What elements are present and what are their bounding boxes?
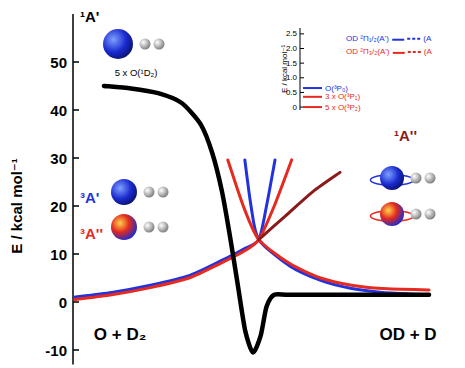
atom-icon	[370, 202, 435, 226]
y-tick-label: 10	[50, 246, 67, 263]
level	[303, 96, 322, 98]
y-tick-label: 50	[50, 54, 67, 71]
level-label: O(³P₀)	[325, 84, 348, 93]
d-atom	[144, 222, 155, 233]
atom-icon	[103, 29, 165, 59]
d-atom	[158, 187, 169, 198]
atom	[103, 29, 133, 59]
y-tick-label: -10	[45, 342, 67, 359]
d-atom	[140, 39, 151, 50]
inset-y-tick	[300, 48, 304, 49]
y-tick-label: 20	[50, 198, 67, 215]
series-label: ¹A'	[80, 8, 99, 25]
d-atom	[425, 209, 436, 220]
level-label: 5 x O(³P₂)	[325, 103, 361, 112]
y-tick	[73, 109, 79, 111]
d-atom	[425, 173, 436, 184]
inset-y-tick	[300, 33, 304, 34]
level	[303, 87, 322, 89]
atom	[380, 166, 404, 190]
chart: -10 0 10 20 30 40 50 E / kcal mol⁻¹ ¹A' ³A' ³A'' ¹A…	[0, 0, 465, 368]
level-symmetry: (A	[423, 34, 432, 43]
inset-background	[278, 22, 463, 116]
series-label: ¹A''	[394, 127, 417, 144]
level	[393, 52, 405, 54]
y-tick	[73, 253, 79, 255]
level-label: OD ²Π₃/₂(A')	[346, 47, 390, 56]
level-label: OD ²Π₁/₂(A')	[346, 34, 389, 43]
level	[408, 51, 421, 53]
d-atom	[144, 187, 155, 198]
series-label: ³A'	[80, 189, 99, 206]
level	[392, 39, 404, 41]
atom	[111, 214, 137, 240]
atom	[380, 202, 404, 226]
y-tick	[73, 349, 79, 351]
atom	[111, 179, 137, 205]
atom-icon	[111, 214, 169, 240]
y-axis	[72, 14, 74, 364]
series-label: ³A''	[80, 225, 103, 242]
plot-area	[73, 86, 429, 352]
atom-icon	[111, 179, 169, 205]
inset-y-tick-label: 0	[293, 103, 298, 112]
inset-y-tick	[300, 63, 304, 64]
curve	[259, 172, 340, 239]
inset-y-tick-label: 2.5	[286, 29, 298, 38]
y-tick	[73, 205, 79, 207]
d-atom	[154, 39, 165, 50]
curve	[104, 86, 429, 352]
curve	[75, 160, 429, 300]
level	[407, 38, 420, 40]
y-tick-label: 0	[59, 294, 67, 311]
y-tick	[73, 301, 79, 303]
d-atom	[411, 173, 422, 184]
inset-y-tick	[300, 77, 304, 78]
annotation: O + D₂	[94, 325, 146, 344]
level	[303, 106, 322, 108]
annotation: OD + D	[379, 325, 436, 344]
y-tick-label: 40	[50, 102, 67, 119]
atom-icon	[370, 166, 435, 190]
inset-y-tick	[300, 92, 304, 93]
inset-y-axis-title: E / kcal mol⁻¹	[280, 45, 289, 94]
d-atom	[411, 209, 422, 220]
y-tick-label: 30	[50, 150, 67, 167]
y-tick	[73, 61, 79, 63]
annotation: 5 x O(¹D₂)	[115, 67, 158, 78]
level-label: 3 x O(³P₁)	[325, 92, 360, 101]
d-atom	[158, 222, 169, 233]
level-symmetry: (A	[424, 47, 433, 56]
inset-y-axis	[300, 28, 301, 110]
y-tick	[73, 157, 79, 159]
y-axis-title: E / kcal mol⁻¹	[8, 158, 25, 253]
